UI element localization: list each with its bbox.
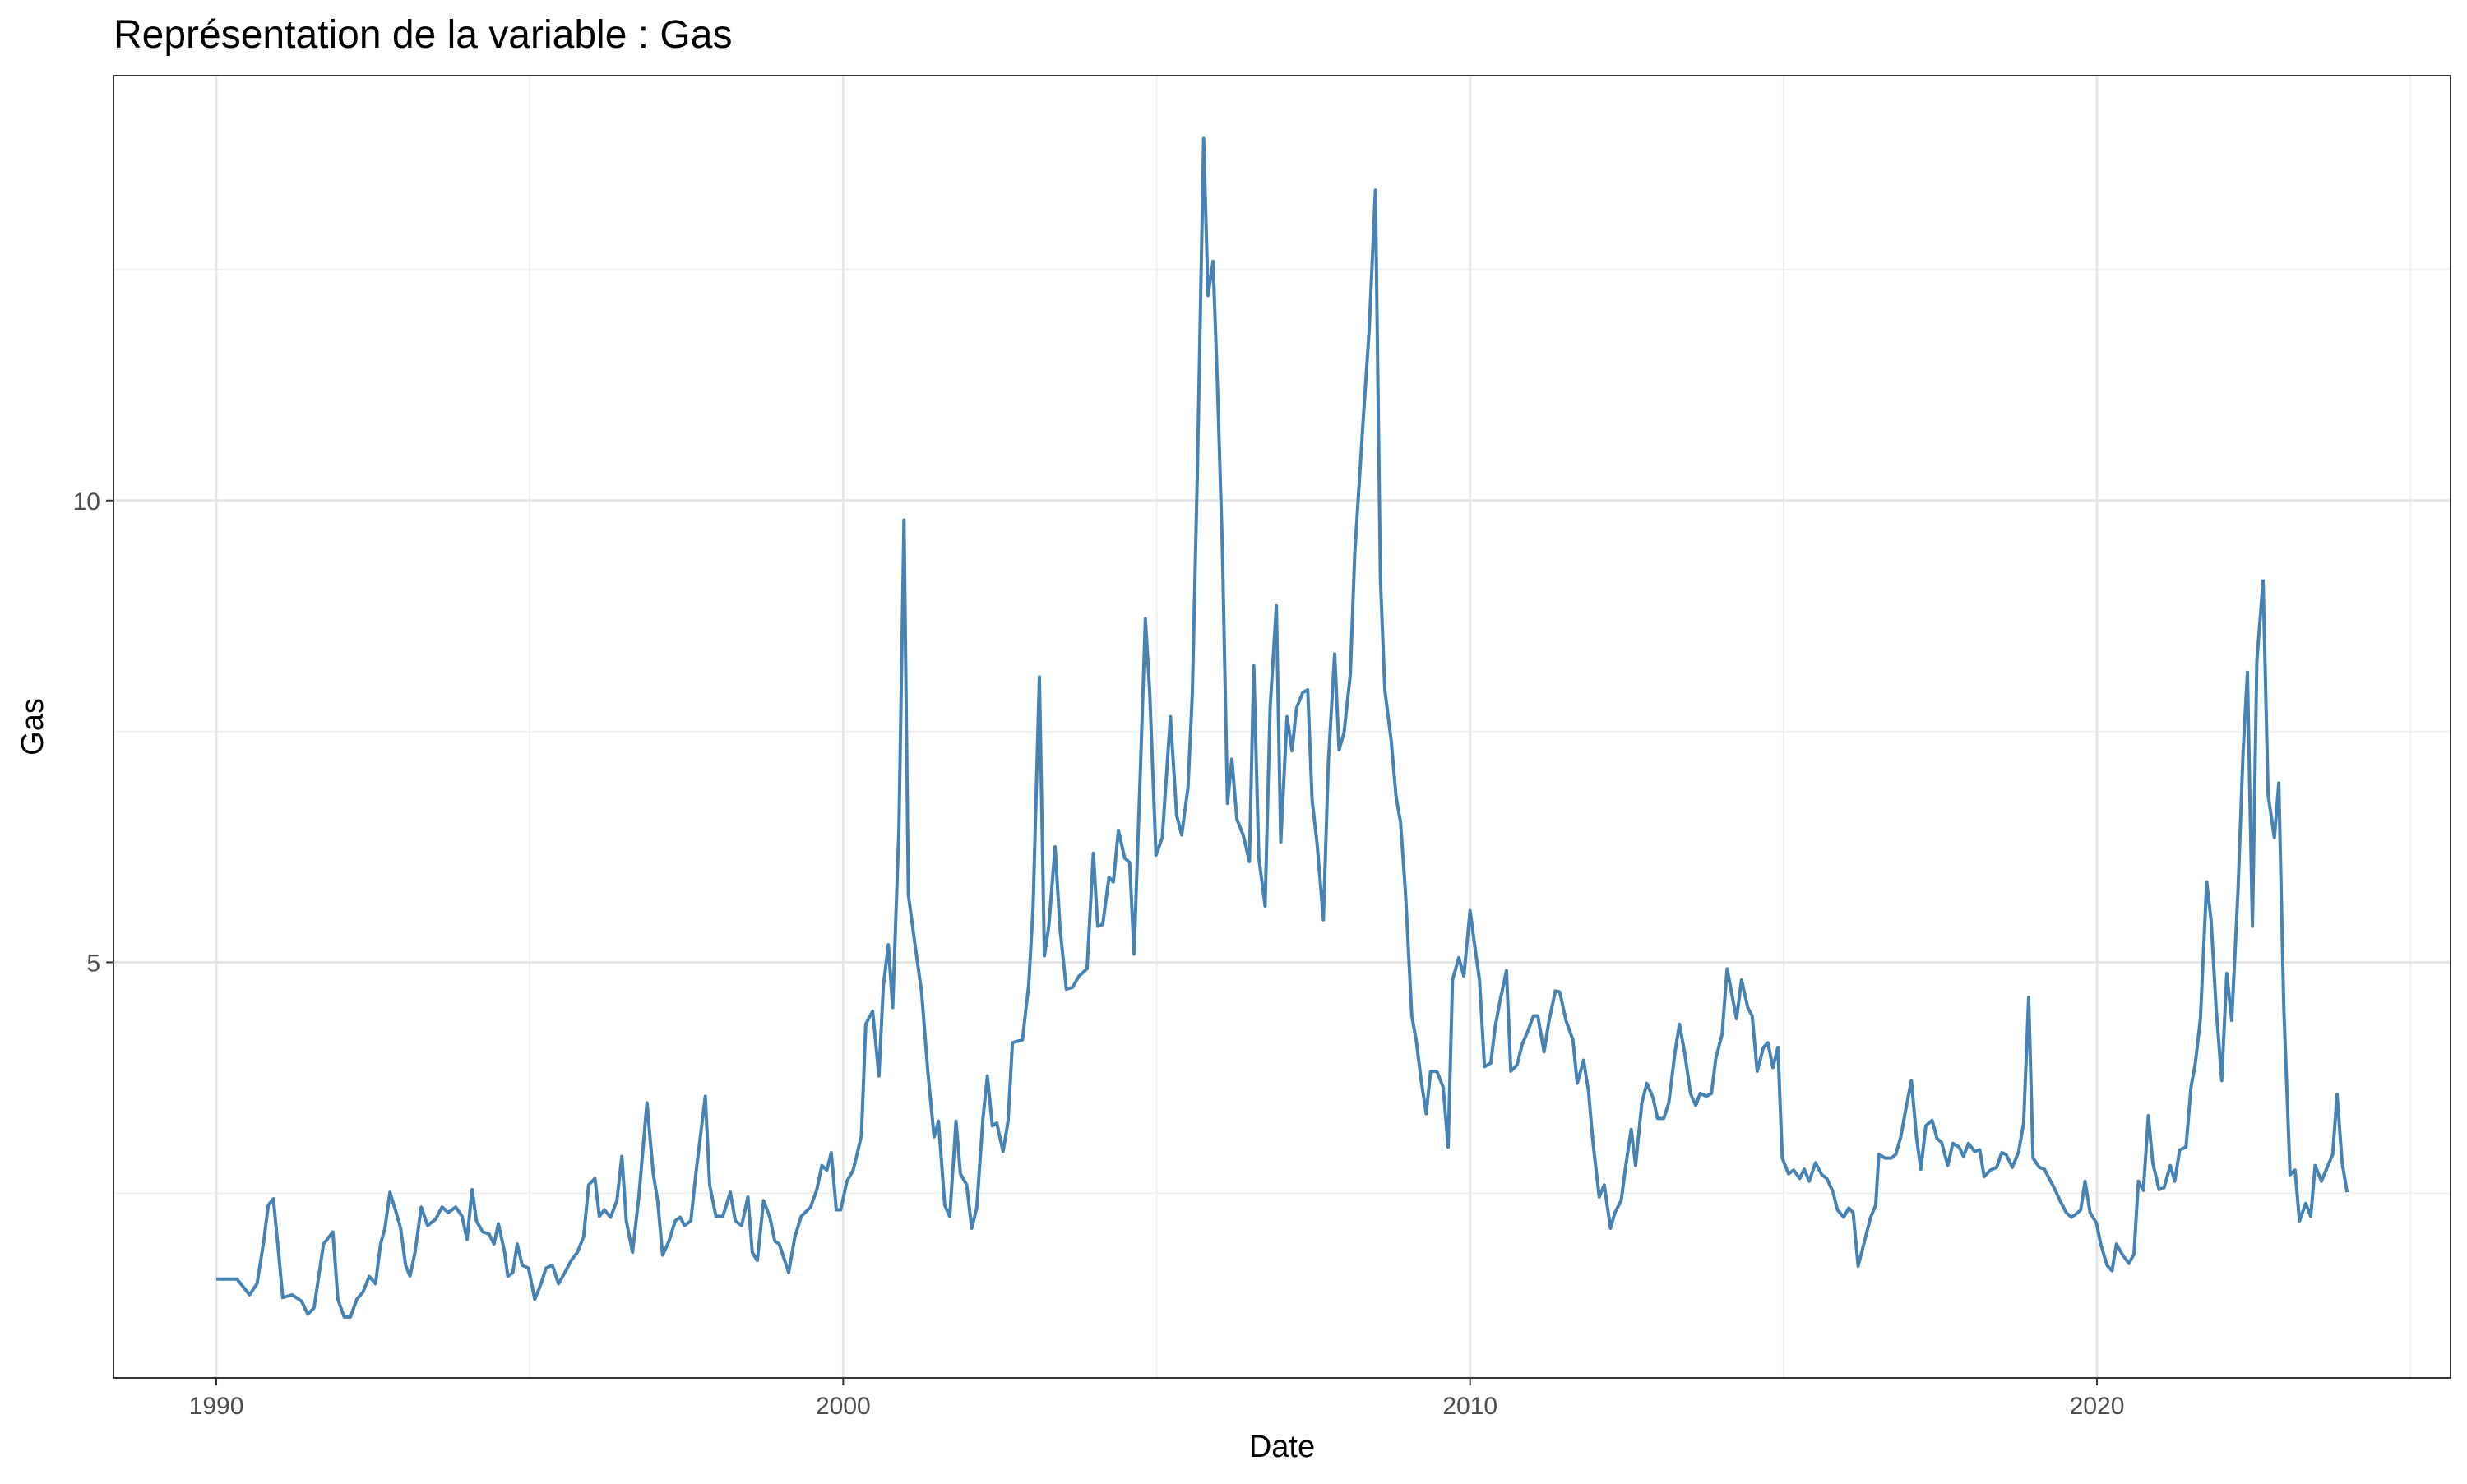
x-tick-label: 2010 xyxy=(1442,1393,1497,1420)
panel-border xyxy=(113,75,2451,1379)
y-axis-title: Gas xyxy=(16,698,50,756)
chart-title: Représentation de la variable : Gas xyxy=(113,13,732,57)
x-tick-label: 2020 xyxy=(2070,1393,2125,1420)
x-tick-label: 2000 xyxy=(816,1393,871,1420)
data-line xyxy=(216,136,2349,1319)
x-axis-title: Date xyxy=(1249,1430,1315,1464)
y-tick-label: 10 xyxy=(73,488,100,515)
x-tick-label: 1990 xyxy=(189,1393,244,1420)
y-tick-label: 5 xyxy=(86,950,100,977)
